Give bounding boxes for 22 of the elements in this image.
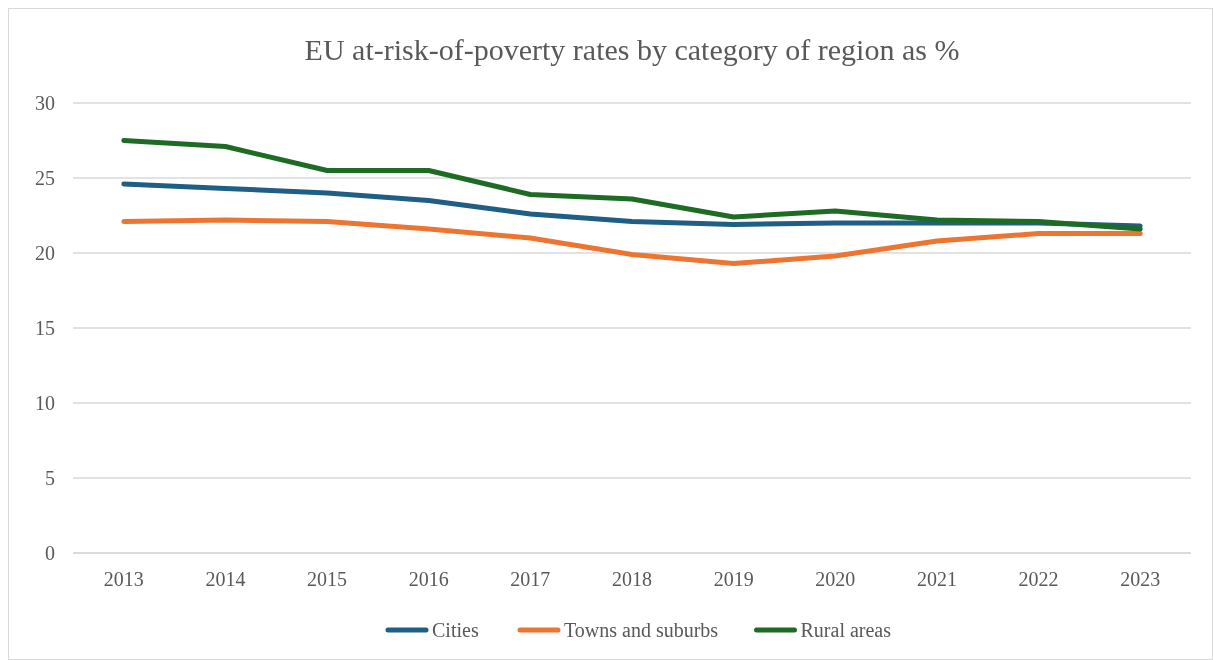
x-tick-label: 2015 bbox=[307, 568, 348, 590]
x-tick-label: 2019 bbox=[713, 568, 754, 590]
y-tick-label: 0 bbox=[45, 542, 55, 564]
x-tick-label: 2023 bbox=[1120, 568, 1161, 590]
x-tick-label: 2014 bbox=[205, 568, 246, 590]
x-tick-label: 2018 bbox=[612, 568, 652, 590]
legend-label: Rural areas bbox=[800, 619, 892, 641]
y-tick-label: 15 bbox=[35, 317, 55, 339]
y-tick-label: 5 bbox=[45, 467, 55, 489]
x-tick-label: 2016 bbox=[408, 568, 449, 590]
y-tick-label: 10 bbox=[35, 392, 55, 414]
y-tick-label: 25 bbox=[35, 167, 55, 189]
chart-title: EU at-risk-of-poverty rates by category of region as % bbox=[304, 33, 960, 66]
x-tick-label: 2020 bbox=[815, 568, 856, 590]
y-tick-label: 30 bbox=[35, 92, 55, 114]
y-tick-label: 20 bbox=[35, 242, 55, 264]
legend-label: Cities bbox=[432, 619, 479, 641]
legend-label: Towns and suburbs bbox=[564, 619, 719, 641]
x-tick-label: 2021 bbox=[916, 568, 957, 590]
x-tick-label: 2013 bbox=[103, 568, 144, 590]
x-tick-label: 2017 bbox=[510, 568, 551, 590]
x-tick-label: 2022 bbox=[1018, 568, 1059, 590]
